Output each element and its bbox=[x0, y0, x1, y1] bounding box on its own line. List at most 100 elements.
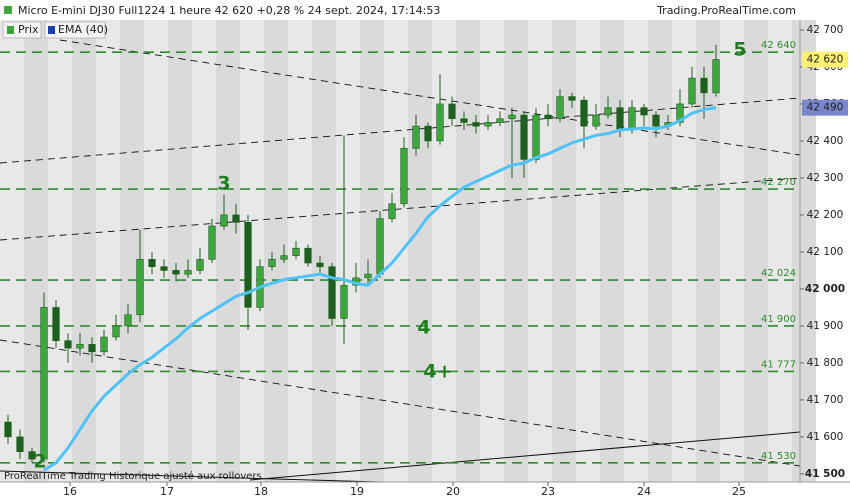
candle-body bbox=[448, 103, 456, 120]
candle-body bbox=[700, 77, 708, 94]
stripe bbox=[696, 20, 720, 482]
candle-body bbox=[376, 218, 384, 275]
candle-body bbox=[16, 436, 24, 452]
candle-body bbox=[472, 122, 480, 127]
stripe bbox=[600, 20, 624, 482]
y-tick-label: 42 300 bbox=[807, 172, 844, 184]
candle-body bbox=[196, 259, 204, 271]
x-tick-label: 25 bbox=[732, 485, 746, 498]
stripe bbox=[792, 20, 816, 482]
x-tick-label: 24 bbox=[637, 485, 651, 498]
stripe bbox=[744, 20, 768, 482]
stripe bbox=[168, 20, 192, 482]
annotation: 5 bbox=[733, 39, 746, 61]
y-tick-label: 41 800 bbox=[807, 357, 844, 369]
stripe bbox=[240, 20, 264, 482]
candle-body bbox=[520, 114, 528, 160]
legend-label: EMA (40) bbox=[58, 23, 108, 36]
candle-body bbox=[412, 125, 420, 149]
stripe bbox=[576, 20, 600, 482]
stripe bbox=[72, 20, 96, 482]
legend-box[interactable] bbox=[44, 21, 106, 39]
annotation: 4+ bbox=[423, 361, 452, 383]
stripe bbox=[552, 20, 576, 482]
candle-body bbox=[652, 114, 660, 127]
candle-body bbox=[160, 266, 168, 271]
candle-body bbox=[544, 114, 552, 120]
stripe bbox=[504, 20, 528, 482]
stripe bbox=[624, 20, 648, 482]
stripe bbox=[432, 20, 456, 482]
stripe bbox=[408, 20, 432, 482]
stripe bbox=[528, 20, 552, 482]
trend-line bbox=[0, 339, 800, 467]
stripe bbox=[216, 20, 240, 482]
candle-body bbox=[640, 107, 648, 116]
level-label: 42 024 bbox=[761, 268, 796, 279]
y-tick-label: 41 600 bbox=[807, 431, 844, 443]
trend-lines bbox=[0, 39, 800, 482]
header-background bbox=[0, 0, 850, 20]
candle-body bbox=[532, 114, 540, 160]
candle-body bbox=[508, 114, 516, 120]
candle-body bbox=[388, 203, 396, 219]
candle-body bbox=[616, 107, 624, 131]
candle-body bbox=[556, 96, 564, 120]
stripe bbox=[312, 20, 336, 482]
candle-body bbox=[28, 451, 36, 460]
candle-body bbox=[172, 270, 180, 275]
candle-body bbox=[112, 325, 120, 338]
x-tick-label: 17 bbox=[160, 485, 174, 498]
stripe bbox=[768, 20, 792, 482]
candle-body bbox=[364, 273, 372, 279]
x-tick-label: 18 bbox=[254, 485, 268, 498]
trend-line bbox=[59, 39, 800, 156]
candle-body bbox=[268, 259, 276, 268]
y-tick-label: 42 100 bbox=[807, 246, 844, 258]
y-tick-label: 41 900 bbox=[807, 320, 844, 332]
stripe bbox=[336, 20, 360, 482]
candle-body bbox=[52, 307, 60, 341]
candle-body bbox=[628, 107, 636, 131]
candle-body bbox=[304, 247, 312, 264]
source: Trading.ProRealTime.com bbox=[656, 4, 796, 17]
ema-line bbox=[43, 106, 717, 472]
annotation: 3 bbox=[217, 173, 230, 195]
app-icon bbox=[4, 6, 12, 14]
price-box bbox=[802, 51, 848, 68]
stripe bbox=[96, 20, 120, 482]
y-tick-label: 42 000 bbox=[805, 283, 845, 295]
trend-line bbox=[0, 177, 800, 241]
stripe bbox=[384, 20, 408, 482]
stripe bbox=[648, 20, 672, 482]
level-label: 42 270 bbox=[761, 177, 796, 188]
candle-body bbox=[148, 259, 156, 268]
candle-body bbox=[4, 421, 12, 438]
candle-body bbox=[592, 114, 600, 127]
price-box-label: 42 490 bbox=[807, 102, 844, 114]
candle-body bbox=[568, 96, 576, 101]
candle-body bbox=[604, 107, 612, 116]
stripe bbox=[0, 20, 24, 482]
candle-body bbox=[136, 259, 144, 316]
price-box-label: 42 620 bbox=[807, 54, 844, 66]
plot-background bbox=[0, 20, 816, 482]
legend-label: Prix bbox=[18, 23, 39, 36]
candle-body bbox=[400, 148, 408, 205]
candle-body bbox=[220, 214, 228, 227]
annotation: 2 bbox=[33, 451, 46, 473]
candle-body bbox=[64, 340, 72, 349]
candle-body bbox=[184, 270, 192, 275]
candle-body bbox=[244, 222, 252, 308]
level-label: 41 530 bbox=[761, 451, 796, 462]
candle-body bbox=[424, 125, 432, 142]
stripe bbox=[48, 20, 72, 482]
legend-swatch bbox=[7, 26, 14, 34]
candle-body bbox=[100, 336, 108, 353]
x-tick-label: 19 bbox=[350, 485, 364, 498]
legend-swatch bbox=[48, 26, 55, 34]
candle-body bbox=[328, 266, 336, 319]
y-tick-label: 41 700 bbox=[807, 394, 844, 406]
